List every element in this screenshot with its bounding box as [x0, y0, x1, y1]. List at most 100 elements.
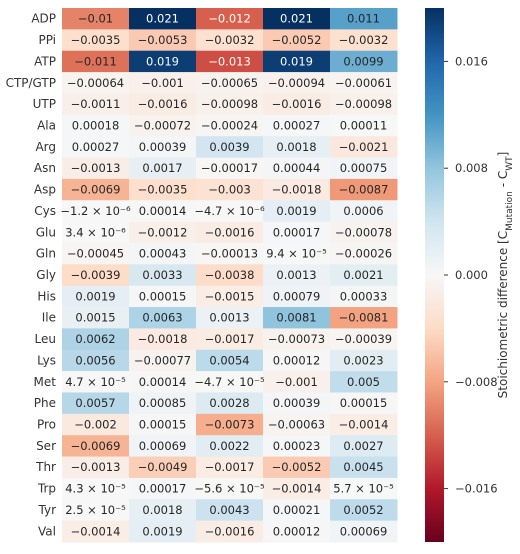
cell-value-label: 4.3 × 10⁻⁵ — [65, 482, 126, 496]
cell-value-label: 0.00027 — [273, 118, 321, 132]
row-label: Trp — [37, 482, 56, 496]
cell-value-label: −0.0069 — [71, 439, 121, 453]
heatmap-cell — [196, 328, 264, 351]
cell-value-label: 0.0081 — [276, 311, 316, 325]
heatmap-cell — [62, 114, 130, 137]
heatmap-cell — [196, 307, 264, 329]
cell-value-label: 0.00079 — [273, 289, 321, 303]
heatmap-cell — [196, 242, 264, 265]
heatmap-cell — [129, 307, 197, 329]
cell-value-label: 0.0018 — [142, 503, 182, 517]
cell-value-label: 0.00012 — [273, 524, 321, 538]
cell-value-label: 0.00011 — [340, 118, 388, 132]
cell-value-label: −0.0014 — [71, 524, 121, 538]
heatmap-cell — [263, 349, 331, 372]
row-label: Asn — [34, 161, 56, 175]
heatmap-cell — [196, 221, 264, 244]
cell-value-label: −0.0052 — [272, 33, 322, 47]
cell-value-label: 0.0057 — [75, 396, 115, 410]
cell-value-label: −0.0016 — [205, 524, 255, 538]
heatmap-cell — [330, 392, 398, 415]
heatmap-cell — [196, 520, 264, 543]
cell-value-label: −0.00064 — [67, 76, 124, 90]
heatmap-cell — [263, 242, 331, 265]
cell-value-label: 0.0018 — [276, 140, 316, 154]
cell-value-label: −0.002 — [74, 418, 117, 432]
cell-value-label: 0.0013 — [209, 311, 249, 325]
cell-value-label: −0.0032 — [339, 33, 389, 47]
cell-value-label: 0.00044 — [273, 161, 321, 175]
cell-value-label: 0.0006 — [343, 204, 383, 218]
cell-value-label: 0.00012 — [273, 353, 321, 367]
cell-value-label: 0.0056 — [75, 353, 115, 367]
cell-value-label: 0.00014 — [139, 204, 187, 218]
colorbar-tick-label: 0.000 — [455, 268, 488, 282]
cell-value-label: 0.0043 — [209, 503, 249, 517]
heatmap-cell — [129, 371, 197, 393]
heatmap-cell — [330, 178, 398, 201]
cell-value-label: 0.0045 — [343, 460, 383, 474]
row-label: Met — [34, 375, 57, 389]
heatmap-cell — [330, 328, 398, 351]
heatmap-cell — [330, 349, 398, 372]
row-label: Leu — [35, 332, 56, 346]
heatmap-cell — [263, 435, 331, 458]
cell-value-label: −4.7 × 10⁻⁶ — [194, 204, 265, 218]
heatmap-cell — [129, 499, 197, 522]
heatmap-cell — [129, 50, 197, 73]
cell-value-label: 9.4 × 10⁻⁵ — [266, 247, 327, 261]
heatmap-cell — [330, 520, 398, 543]
cell-value-label: 0.0099 — [343, 54, 383, 68]
cell-value-label: 0.00017 — [139, 482, 187, 496]
heatmap-cell — [129, 136, 197, 159]
heatmap-cell — [196, 392, 264, 415]
heatmap-cell — [196, 285, 264, 308]
cell-value-label: 0.021 — [280, 12, 313, 26]
heatmap-cell — [263, 136, 331, 159]
heatmap-cell — [62, 178, 130, 201]
cell-value-label: −0.00065 — [201, 76, 258, 90]
cell-value-label: 0.0054 — [209, 353, 249, 367]
cell-value-label: −1.2 × 10⁻⁶ — [60, 204, 131, 218]
cell-value-label: −0.0017 — [205, 460, 255, 474]
heatmap-cell — [62, 29, 130, 52]
cell-value-label: −0.0032 — [205, 33, 255, 47]
cell-value-label: −0.0073 — [205, 418, 255, 432]
heatmap-cell — [263, 456, 331, 479]
cell-value-label: 0.00017 — [273, 225, 321, 239]
cell-value-label: −0.00017 — [201, 161, 258, 175]
heatmap-cell — [196, 72, 264, 94]
cell-value-label: 0.0019 — [276, 204, 316, 218]
heatmap-cell — [62, 456, 130, 479]
cell-value-label: −0.0039 — [71, 268, 121, 282]
heatmap-cell — [129, 520, 197, 543]
heatmap-cell — [263, 93, 331, 116]
cell-value-label: −0.0014 — [272, 482, 322, 496]
row-label: Tyr — [38, 503, 57, 517]
row-label: UTP — [33, 97, 56, 111]
cell-value-label: 0.00015 — [139, 418, 187, 432]
colorbar-tick-label: −0.008 — [455, 375, 498, 389]
heatmap-cell — [196, 8, 264, 30]
row-label: Gly — [36, 268, 56, 282]
cell-value-label: −0.00024 — [201, 118, 258, 132]
cell-value-label: 0.0019 — [75, 289, 115, 303]
cell-value-label: 5.7 × 10⁻⁵ — [333, 482, 394, 496]
cell-value-label: −0.0013 — [71, 161, 121, 175]
cell-value-label: −0.00098 — [335, 97, 392, 111]
heatmap-cell — [129, 29, 197, 52]
heatmap-cell — [263, 413, 331, 436]
row-label: Arg — [35, 140, 56, 154]
heatmap-cell — [263, 285, 331, 308]
cell-value-label: 0.0033 — [142, 268, 182, 282]
heatmap-cell — [196, 413, 264, 436]
heatmap-cell — [129, 93, 197, 116]
cell-value-label: −0.001 — [275, 375, 318, 389]
cell-value-label: −0.0021 — [339, 140, 389, 154]
cell-value-label: 0.011 — [347, 12, 380, 26]
row-label: Ala — [37, 118, 56, 132]
cell-value-label: 0.00075 — [340, 161, 388, 175]
heatmap-cell — [62, 477, 130, 500]
cell-value-label: −5.6 × 10⁻⁵ — [194, 482, 265, 496]
row-label: Glu — [36, 225, 56, 239]
